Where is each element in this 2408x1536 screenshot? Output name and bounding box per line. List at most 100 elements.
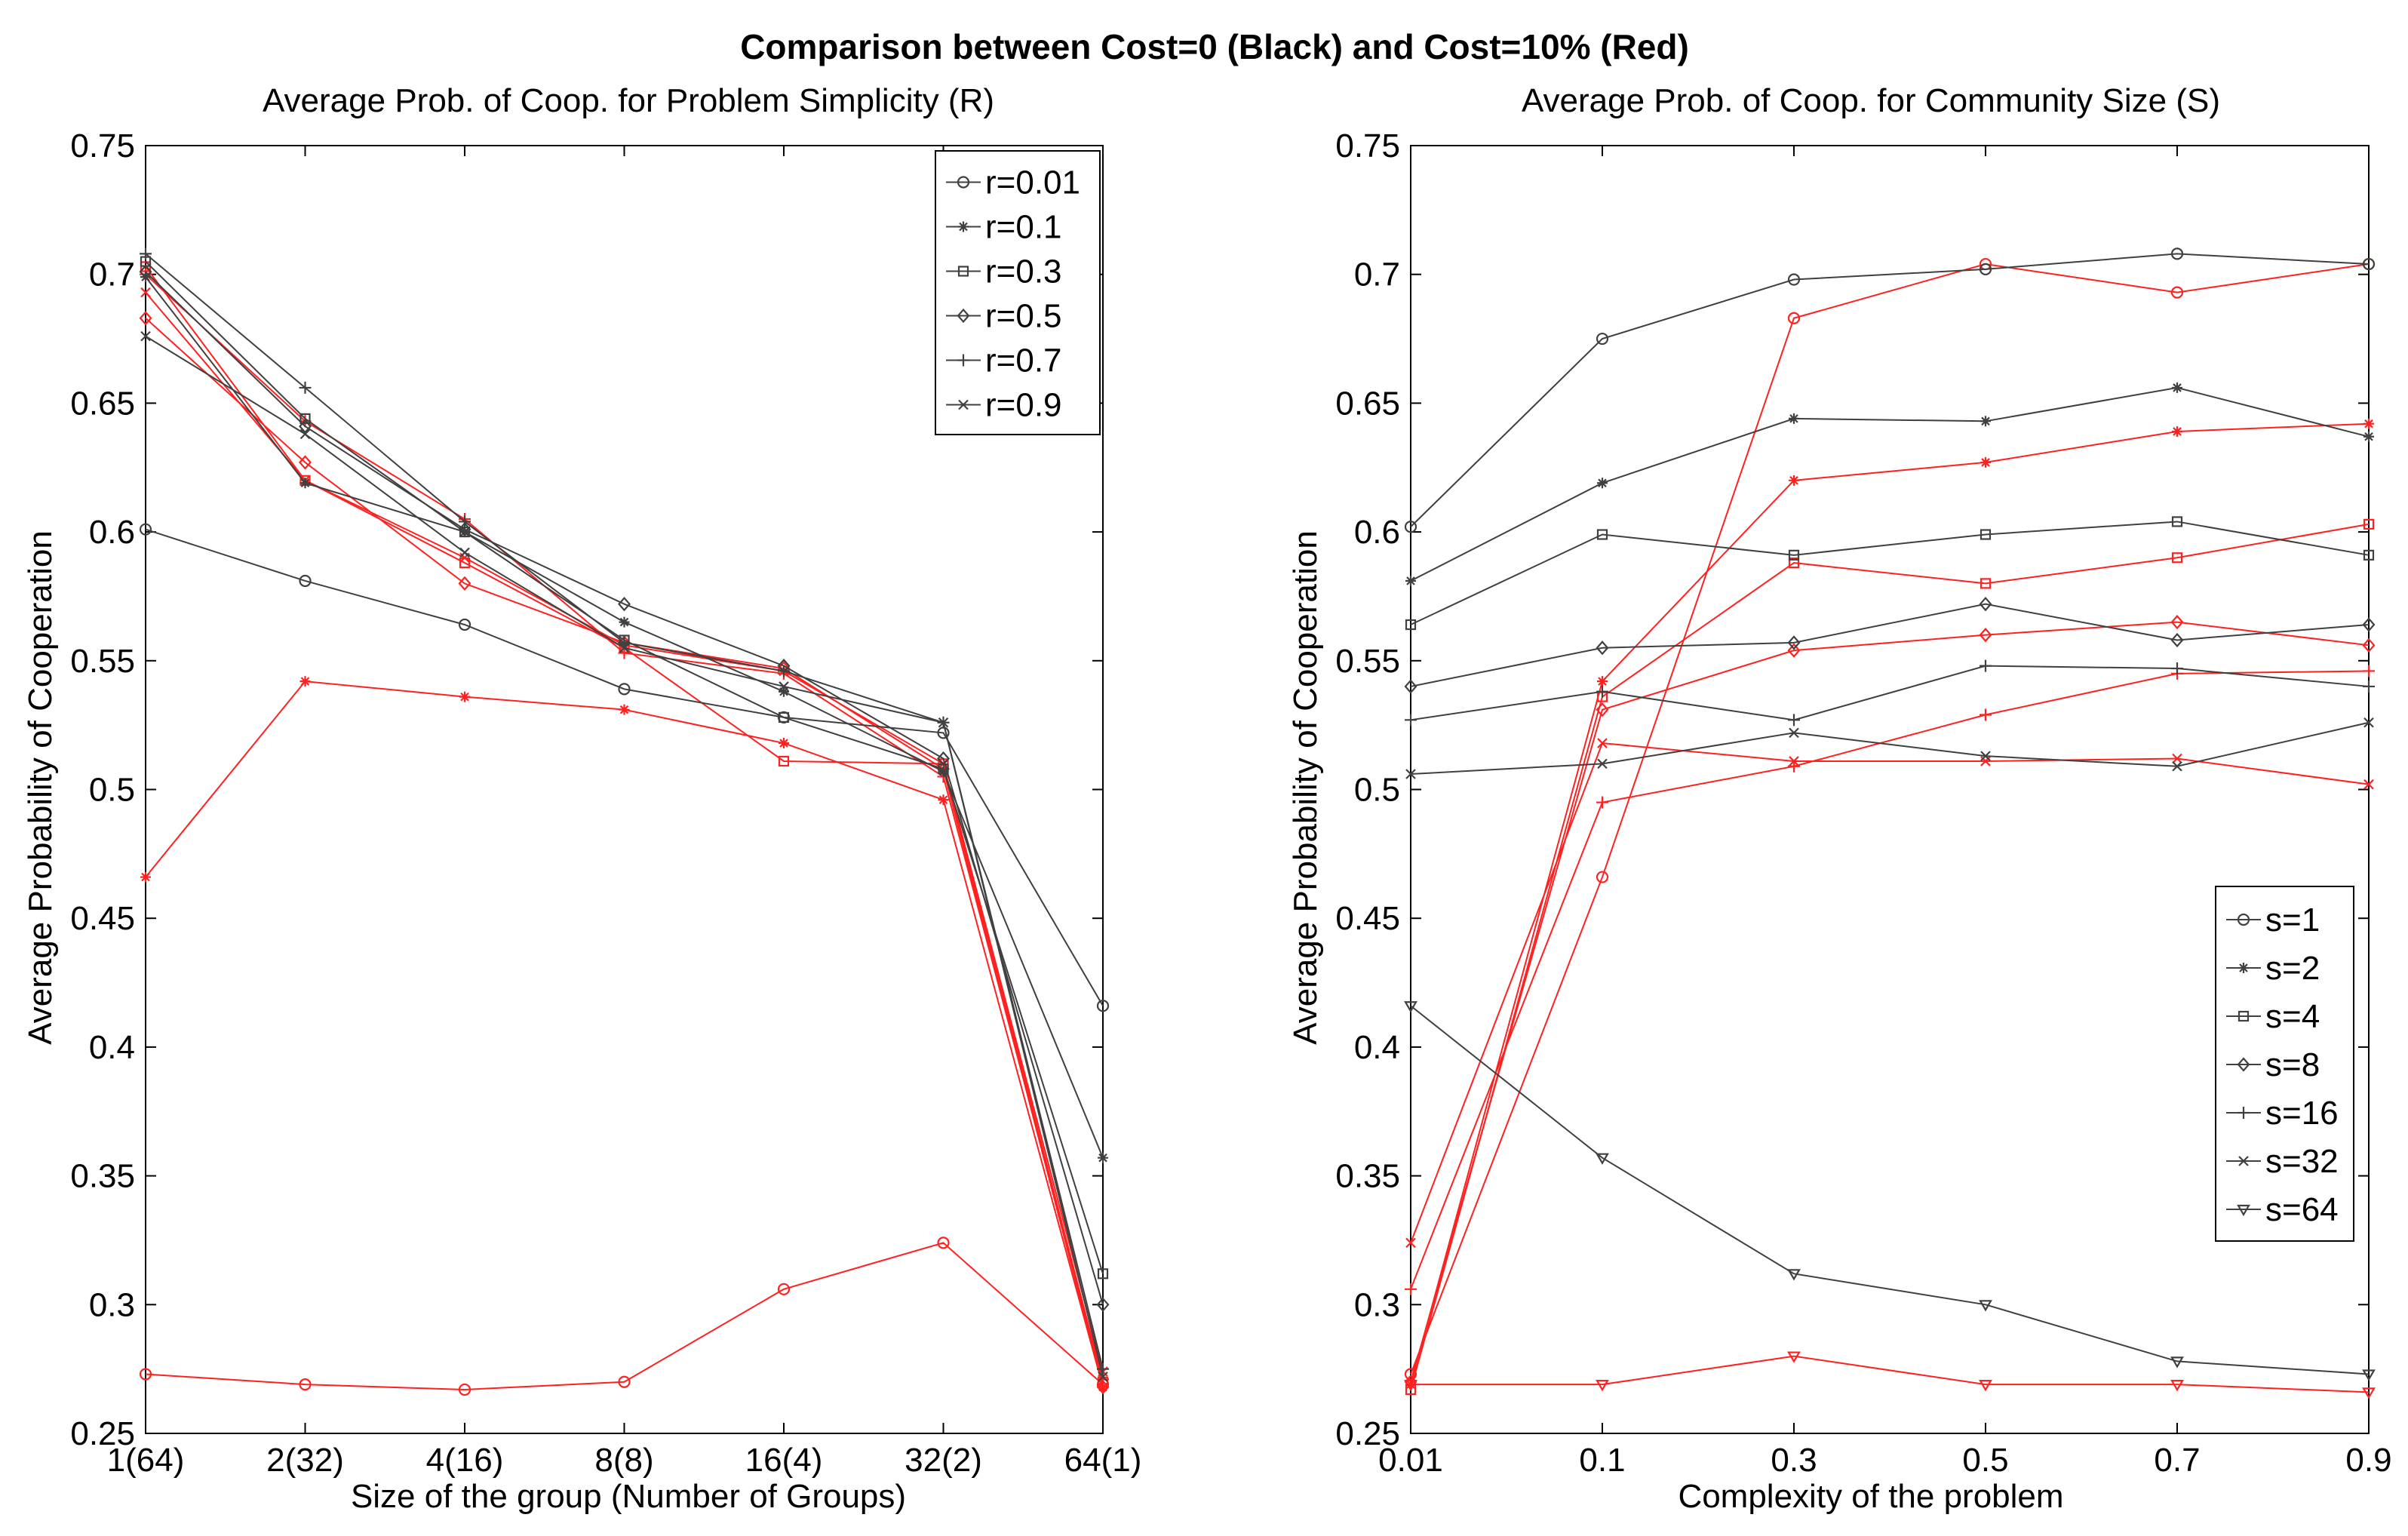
right-y-tick-label: 0.75 (1335, 127, 1400, 164)
right-y-axis-label: Average Probability of Cooperation (1287, 530, 1324, 1045)
right-series-s-1-cost10-point (1787, 312, 1801, 324)
left-x-tick-label: 2(32) (266, 1442, 344, 1479)
right-series-s-64-cost10-point (1404, 1380, 1417, 1392)
right-series-s-4-cost0-point (1596, 529, 1608, 540)
right-series-s-2-cost10-point (2172, 425, 2182, 437)
left-legend-marker (957, 354, 969, 367)
right-series-s-4-cost10-point (2171, 552, 2183, 564)
right-series-s-32-cost0-point (1789, 727, 1799, 739)
right-series-s-4-cost0-point (1405, 619, 1417, 631)
left-series-r-0-7-cost0-point (459, 515, 471, 528)
left-legend-item: r=0.9 (946, 387, 1062, 424)
left-series-r-0-01-cost10-point (139, 1368, 152, 1381)
right-series-s-16-cost0-point (1596, 685, 1608, 698)
right-x-tick-label: 0.01 (1378, 1442, 1443, 1479)
right-series-s-4-cost10-point (2363, 518, 2375, 530)
right-series-s-32-cost10-line (1410, 742, 2370, 1243)
right-series-s-32-cost10-point (2363, 779, 2374, 790)
right-legend-item: s=16 (2226, 1095, 2339, 1132)
left-legend-label: r=0.5 (985, 298, 1062, 335)
left-series-r-0-3-cost10-point (778, 755, 790, 767)
right-series-s-16-cost0-line (1410, 665, 2370, 721)
right-series-s-1-cost10-point (1596, 871, 1609, 883)
right-series-s-2-cost0 (1405, 382, 2374, 586)
right-x-tick-label: 0.3 (1771, 1442, 1817, 1479)
right-chart: Average Prob. of Coop. for Community Siz… (1287, 82, 2392, 1515)
right-series-s-32-cost0-point (1405, 769, 1416, 779)
right-series-s-1-cost10-point (2170, 286, 2184, 299)
right-series-s-8-cost0 (1404, 597, 2376, 694)
left-y-tick-label: 0.35 (70, 1158, 135, 1195)
right-legend-item: s=2 (2226, 950, 2320, 987)
left-series-r-0-7-cost0-point (1097, 1362, 1109, 1375)
left-series-r-0-1-cost0-point (779, 686, 789, 697)
right-y-tick-label: 0.55 (1335, 643, 1400, 680)
left-legend-marker (957, 266, 969, 277)
right-legend-label: s=64 (2265, 1191, 2339, 1228)
left-series-r-0-1-cost0-point (938, 766, 949, 777)
left-legend-item: r=0.3 (946, 253, 1062, 290)
right-series-s-32-cost0-point (1597, 758, 1608, 770)
left-x-axis-label: Size of the group (Number of Groups) (351, 1478, 906, 1515)
left-y-tick-label: 0.7 (89, 257, 135, 293)
right-legend-label: s=4 (2265, 998, 2320, 1035)
right-series-s-64-cost0-point (2362, 1369, 2376, 1381)
left-series-r-0-5-cost10-point (299, 455, 312, 470)
right-legend-item: s=32 (2226, 1143, 2339, 1180)
left-series-r-0-9-cost0 (140, 330, 1108, 1382)
left-legend-marker (957, 308, 970, 324)
left-series-r-0-1-cost10 (140, 676, 1108, 1393)
left-series-r-0-01-cost0-point (618, 683, 631, 696)
left-y-tick-label: 0.4 (89, 1029, 135, 1066)
right-series-s-2-cost10-point (1597, 676, 1608, 687)
right-series-s-8-cost10-point (1596, 702, 1609, 717)
right-series-s-16-cost10-point (1405, 1283, 1417, 1295)
left-series-r-0-1-cost0-point (299, 478, 311, 489)
right-series-s-8-cost0-point (1404, 679, 1417, 694)
left-series-r-0-9-cost0-point (1098, 1372, 1108, 1382)
left-series-r-0-1-cost10-point (140, 871, 151, 883)
left-series-r-0-5-cost0-point (458, 522, 471, 537)
right-series-s-4-cost0-point (1788, 549, 1800, 561)
left-legend-label: r=0.9 (985, 387, 1062, 424)
right-series-s-4-cost0-point (2363, 549, 2375, 561)
right-series-s-1-cost0-line (1410, 253, 2370, 527)
right-series-s-32-cost0-point (2363, 717, 2374, 728)
left-y-axis-label: Average Probability of Cooperation (22, 530, 59, 1045)
right-legend-label: s=1 (2265, 902, 2320, 938)
right-series-s-64-cost10-point (2362, 1387, 2376, 1399)
right-series-s-1-cost0-point (1787, 273, 1801, 286)
right-legend-marker (2237, 1204, 2250, 1217)
right-series-s-8-cost10-point (1979, 627, 1992, 643)
right-series-s-64-cost10-point (1979, 1380, 1992, 1392)
left-x-tick-label: 16(4) (745, 1442, 823, 1479)
right-series-s-16-cost0-point (1788, 714, 1800, 727)
right-series-s-8-cost0-point (1596, 641, 1609, 656)
right-series-s-64-cost0-point (1979, 1300, 1992, 1312)
right-chart-title: Average Prob. of Coop. for Community Siz… (1522, 82, 2220, 119)
left-series-r-0-9-cost10-point (140, 287, 151, 298)
right-series-s-16-cost0-point (2363, 680, 2375, 693)
right-series-s-8-cost0-point (1787, 635, 1801, 650)
right-series-s-64-cost0-point (1596, 1153, 1609, 1165)
left-legend-marker (957, 176, 970, 189)
right-series-s-16-cost0 (1405, 659, 2375, 727)
right-series-s-16-cost0-point (2171, 662, 2183, 675)
left-series-r-0-01-cost0-point (139, 523, 152, 536)
left-series-r-0-1-cost0 (140, 272, 1108, 1163)
right-y-tick-label: 0.7 (1354, 257, 1400, 293)
right-series-s-32-cost10-point (1789, 756, 1799, 766)
left-series-r-0-7-cost0-point (140, 247, 152, 260)
right-y-tick-label: 0.4 (1354, 1029, 1400, 1066)
left-series-r-0-5-cost0-point (1096, 1297, 1110, 1312)
right-legend-marker (2238, 1010, 2250, 1022)
right-legend-marker (2238, 963, 2249, 973)
right-y-tick-label: 0.65 (1335, 385, 1400, 422)
left-y-tick-label: 0.25 (70, 1415, 135, 1452)
right-series-s-16-cost0-point (1980, 659, 1992, 672)
left-series-r-0-1-cost0-point (1098, 1152, 1108, 1163)
left-series-r-0-3-cost0-point (1097, 1268, 1109, 1279)
right-series-s-64-cost0-point (1404, 1001, 1417, 1013)
left-series-r-0-1-cost10-point (299, 676, 311, 687)
